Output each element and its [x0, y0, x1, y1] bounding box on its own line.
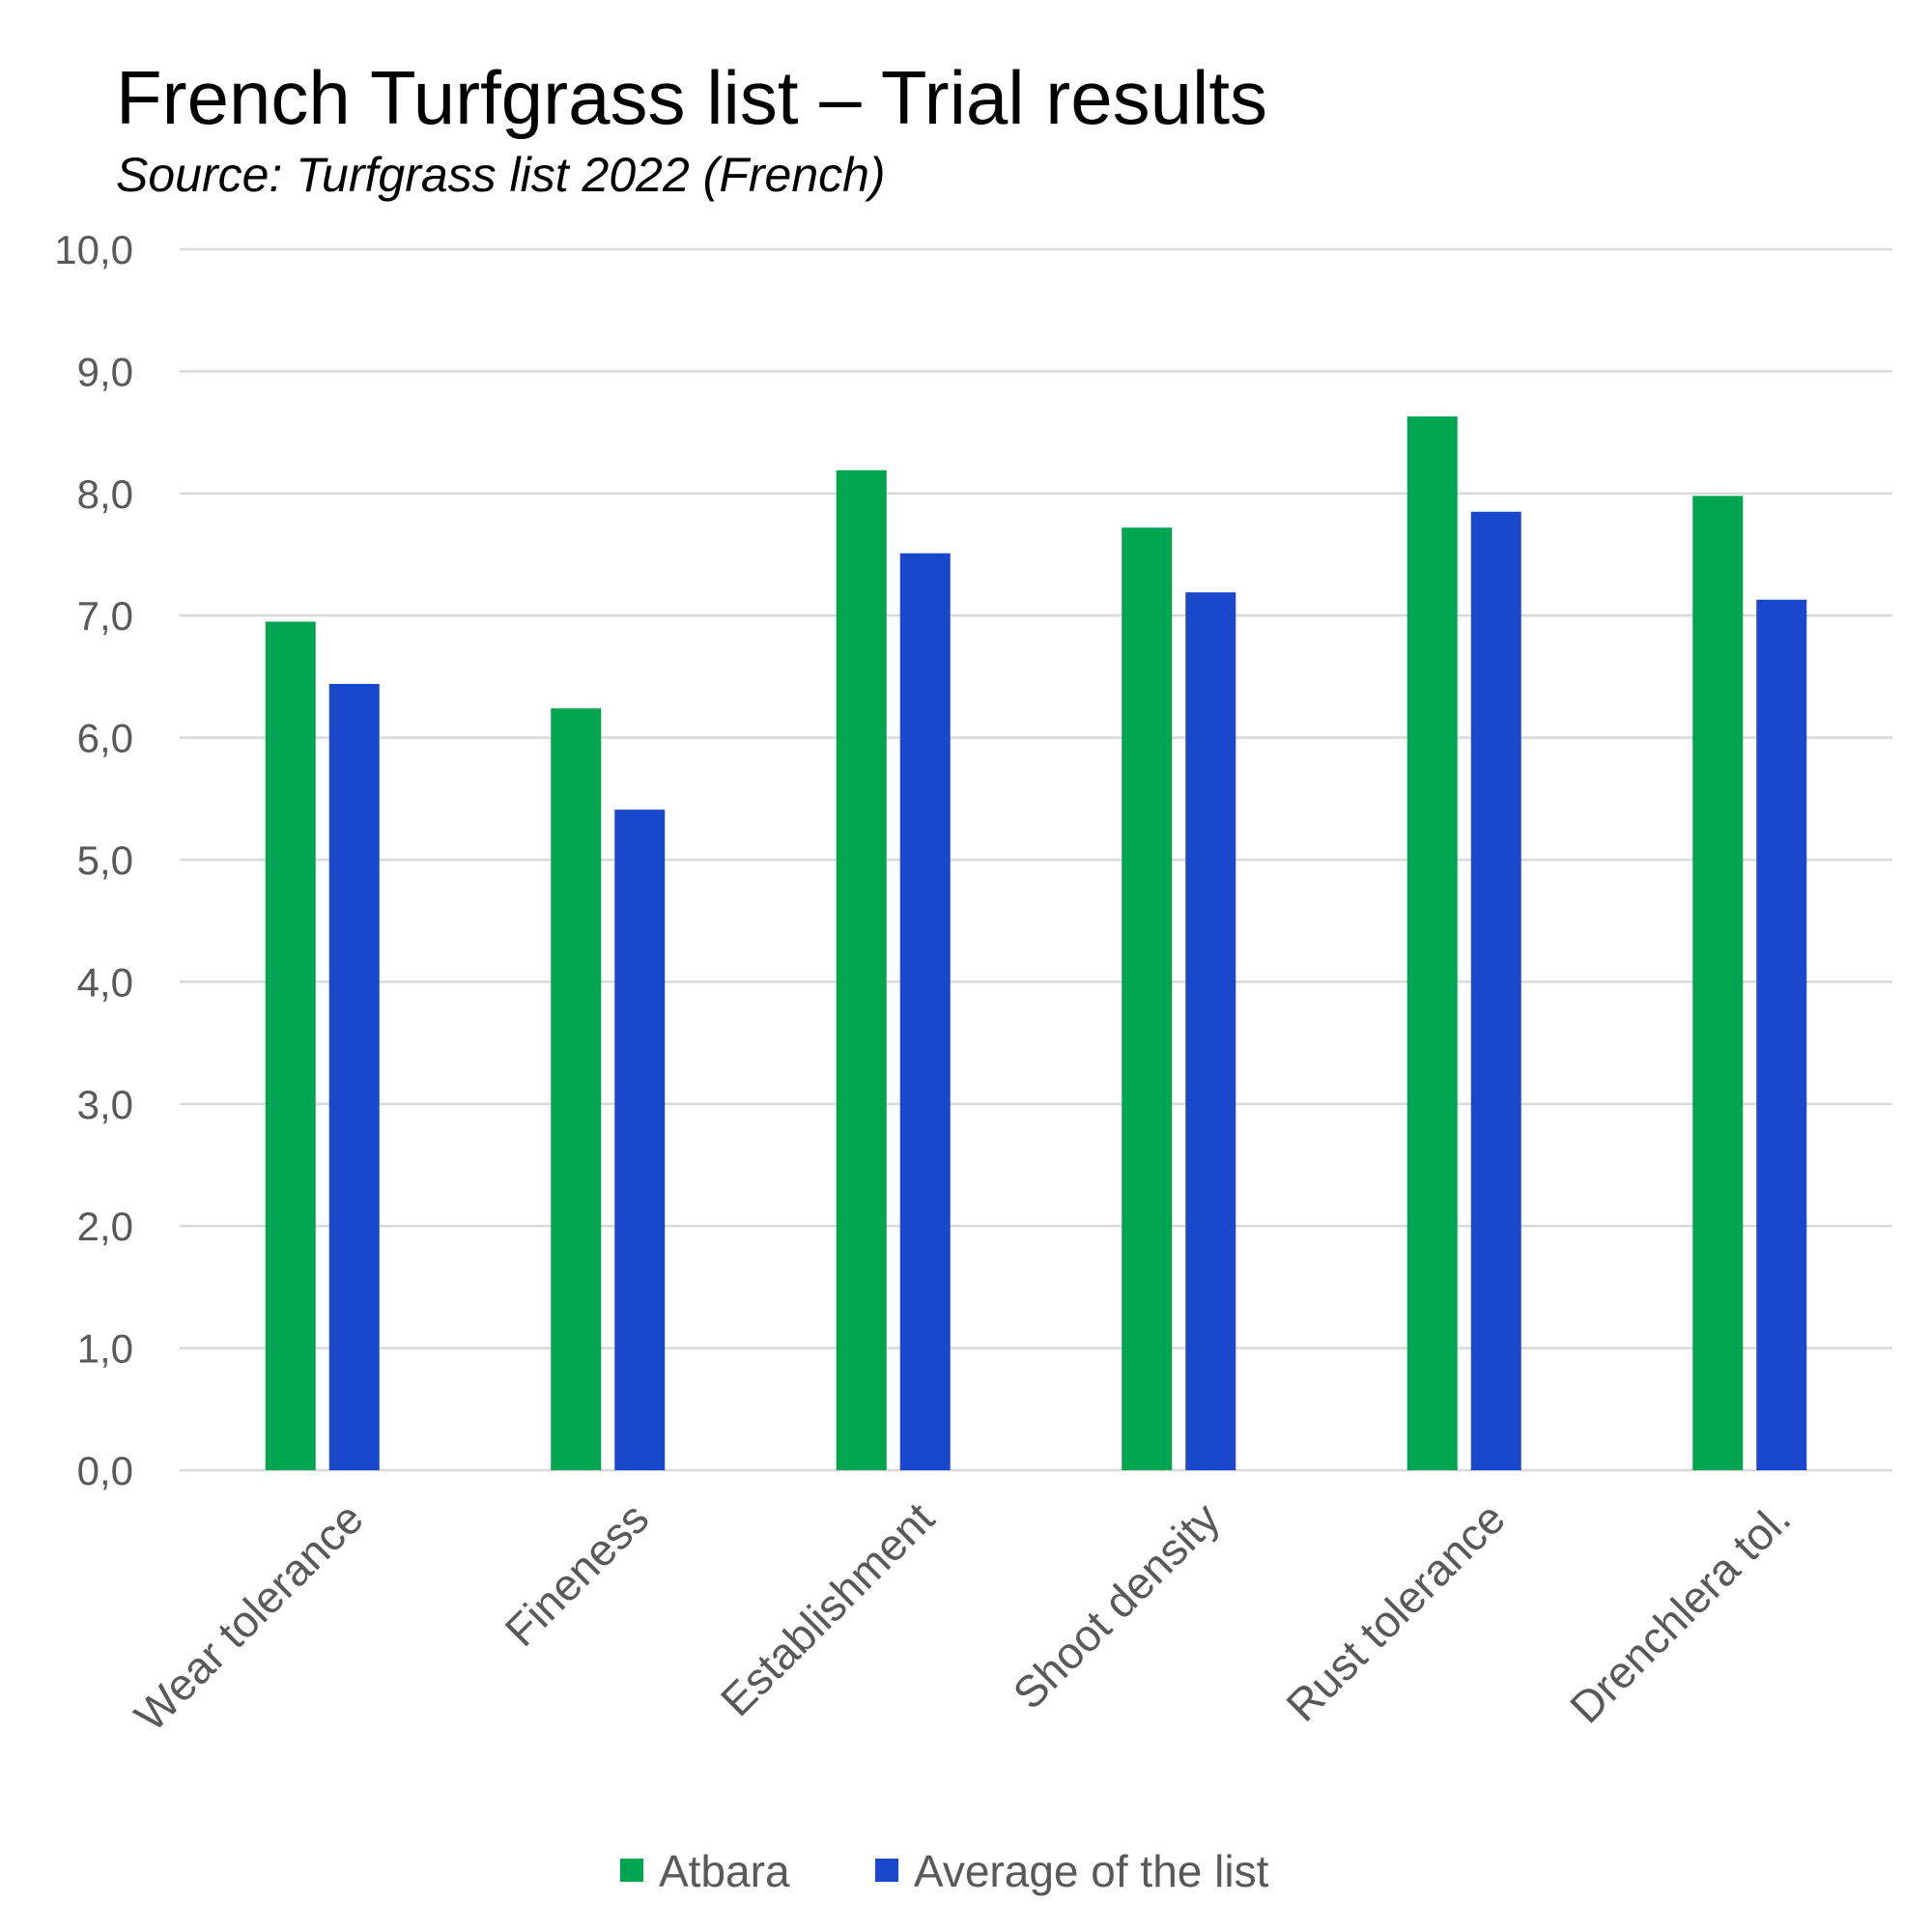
- x-tick-label: Rust tolerance: [1276, 1492, 1515, 1731]
- bar-average: [328, 683, 380, 1470]
- x-tick-label: Establishment: [711, 1492, 944, 1725]
- legend-label: Atbara: [659, 1846, 790, 1896]
- bar-atbara: [836, 469, 887, 1471]
- bar-atbara: [551, 708, 602, 1470]
- bar-atbara: [1122, 527, 1173, 1470]
- y-tick-label: 7,0: [77, 593, 133, 639]
- bar-average: [899, 553, 951, 1470]
- bar-average: [1185, 592, 1236, 1470]
- chart-title: French Turfgrass list – Trial results: [116, 55, 1267, 140]
- y-tick-label: 2,0: [77, 1204, 133, 1249]
- bar-average: [1470, 511, 1521, 1470]
- chart-subtitle: Source: Turfgrass list 2022 (French): [116, 148, 886, 202]
- bar-atbara: [1406, 416, 1458, 1471]
- y-tick-label: 3,0: [77, 1082, 133, 1127]
- bar-average: [614, 810, 666, 1470]
- bar-average: [1756, 599, 1807, 1470]
- legend-swatch: [620, 1859, 643, 1882]
- bar-atbara: [265, 621, 316, 1470]
- y-tick-label: 4,0: [77, 959, 133, 1005]
- x-tick-label: Wear tolerance: [125, 1492, 373, 1741]
- x-tick-label: Drenchlera tol.: [1560, 1492, 1800, 1732]
- y-tick-label: 10,0: [54, 227, 133, 272]
- legend-label: Average of the list: [914, 1846, 1269, 1896]
- y-tick-label: 5,0: [77, 838, 133, 883]
- y-tick-label: 0,0: [77, 1448, 133, 1493]
- x-tick-label: Fineness: [496, 1492, 659, 1656]
- bar-atbara: [1692, 496, 1744, 1470]
- y-tick-label: 8,0: [77, 471, 133, 517]
- legend-swatch: [875, 1859, 898, 1882]
- y-tick-label: 9,0: [77, 349, 133, 394]
- x-tick-label: Shoot density: [1003, 1492, 1229, 1719]
- y-tick-label: 1,0: [77, 1326, 133, 1372]
- y-tick-label: 6,0: [77, 716, 133, 761]
